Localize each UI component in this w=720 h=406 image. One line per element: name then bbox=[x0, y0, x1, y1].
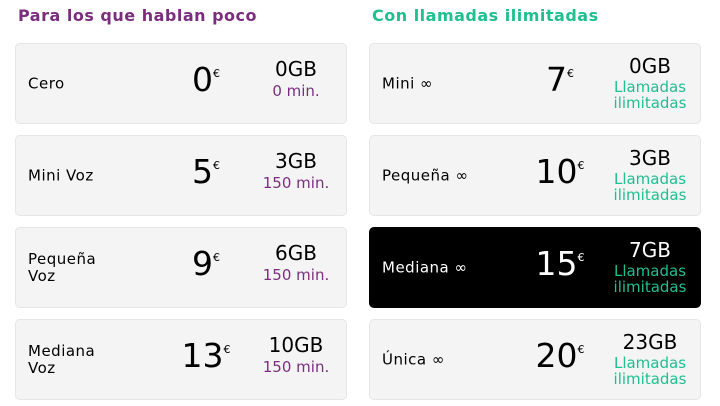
plan-card[interactable]: Mini Voz 5€ 3GB 150 min. bbox=[15, 135, 347, 216]
currency-symbol: € bbox=[213, 67, 220, 80]
plan-minutes: 150 min. bbox=[262, 358, 330, 376]
plan-card[interactable]: Mediana ∞ 15€ 7GB Llamadas ilimitadas bbox=[369, 227, 701, 308]
currency-symbol: € bbox=[567, 67, 574, 80]
price-value: 20 bbox=[535, 336, 578, 375]
plan-price: 7€ bbox=[520, 58, 600, 102]
plan-data: 0GB bbox=[275, 57, 317, 81]
plan-minutes: Llamadas ilimitadas bbox=[613, 78, 687, 112]
plan-price: 13€ bbox=[166, 334, 246, 378]
price-value: 10 bbox=[535, 152, 578, 191]
plan-minutes: Llamadas ilimitadas bbox=[613, 262, 687, 296]
plan-data: 6GB bbox=[275, 241, 317, 265]
plan-name: Mini ∞ bbox=[382, 74, 434, 92]
currency-symbol: € bbox=[213, 159, 220, 172]
plan-price: 9€ bbox=[166, 242, 246, 286]
plan-minutes: 0 min. bbox=[272, 82, 320, 100]
price-value: 9 bbox=[192, 244, 213, 283]
plan-card[interactable]: Cero 0€ 0GB 0 min. bbox=[15, 43, 347, 124]
plan-minutes: 150 min. bbox=[262, 266, 330, 284]
plan-minutes: Llamadas ilimitadas bbox=[613, 354, 687, 388]
plan-data: 3GB bbox=[629, 146, 671, 170]
price-value: 15 bbox=[535, 244, 578, 283]
price-value: 5 bbox=[192, 152, 213, 191]
left-section-title: Para los que hablan poco bbox=[18, 6, 257, 25]
plan-data: 3GB bbox=[275, 149, 317, 173]
plan-name: Única ∞ bbox=[382, 350, 445, 368]
plan-card[interactable]: Pequeña Voz 9€ 6GB 150 min. bbox=[15, 227, 347, 308]
plan-name: Mediana Voz bbox=[28, 341, 96, 377]
right-section-title: Con llamadas ilimitadas bbox=[372, 6, 599, 25]
plan-card[interactable]: Única ∞ 20€ 23GB Llamadas ilimitadas bbox=[369, 319, 701, 400]
plan-price: 20€ bbox=[520, 334, 600, 378]
plan-card[interactable]: Mediana Voz 13€ 10GB 150 min. bbox=[15, 319, 347, 400]
plan-card[interactable]: Mini ∞ 7€ 0GB Llamadas ilimitadas bbox=[369, 43, 701, 124]
plan-minutes: Llamadas ilimitadas bbox=[613, 170, 687, 204]
plan-data: 23GB bbox=[622, 330, 678, 354]
price-value: 0 bbox=[192, 60, 213, 99]
plan-name: Mini Voz bbox=[28, 166, 94, 184]
plan-data: 7GB bbox=[629, 238, 671, 262]
plan-data: 10GB bbox=[268, 333, 324, 357]
currency-symbol: € bbox=[577, 251, 585, 264]
plan-name: Cero bbox=[28, 74, 65, 92]
currency-symbol: € bbox=[577, 159, 585, 172]
plan-card[interactable]: Pequeña ∞ 10€ 3GB Llamadas ilimitadas bbox=[369, 135, 701, 216]
plan-data: 0GB bbox=[629, 54, 671, 78]
plan-price: 15€ bbox=[520, 242, 600, 286]
plan-name: Pequeña Voz bbox=[28, 249, 97, 285]
plan-price: 10€ bbox=[520, 150, 600, 194]
currency-symbol: € bbox=[577, 343, 585, 356]
plan-name: Mediana ∞ bbox=[382, 258, 468, 276]
currency-symbol: € bbox=[223, 343, 231, 356]
plan-minutes: 150 min. bbox=[262, 174, 330, 192]
price-value: 7 bbox=[546, 60, 567, 99]
price-value: 13 bbox=[181, 336, 224, 375]
plan-price: 5€ bbox=[166, 150, 246, 194]
plan-price: 0€ bbox=[166, 58, 246, 102]
plan-name: Pequeña ∞ bbox=[382, 166, 469, 184]
currency-symbol: € bbox=[213, 251, 220, 264]
